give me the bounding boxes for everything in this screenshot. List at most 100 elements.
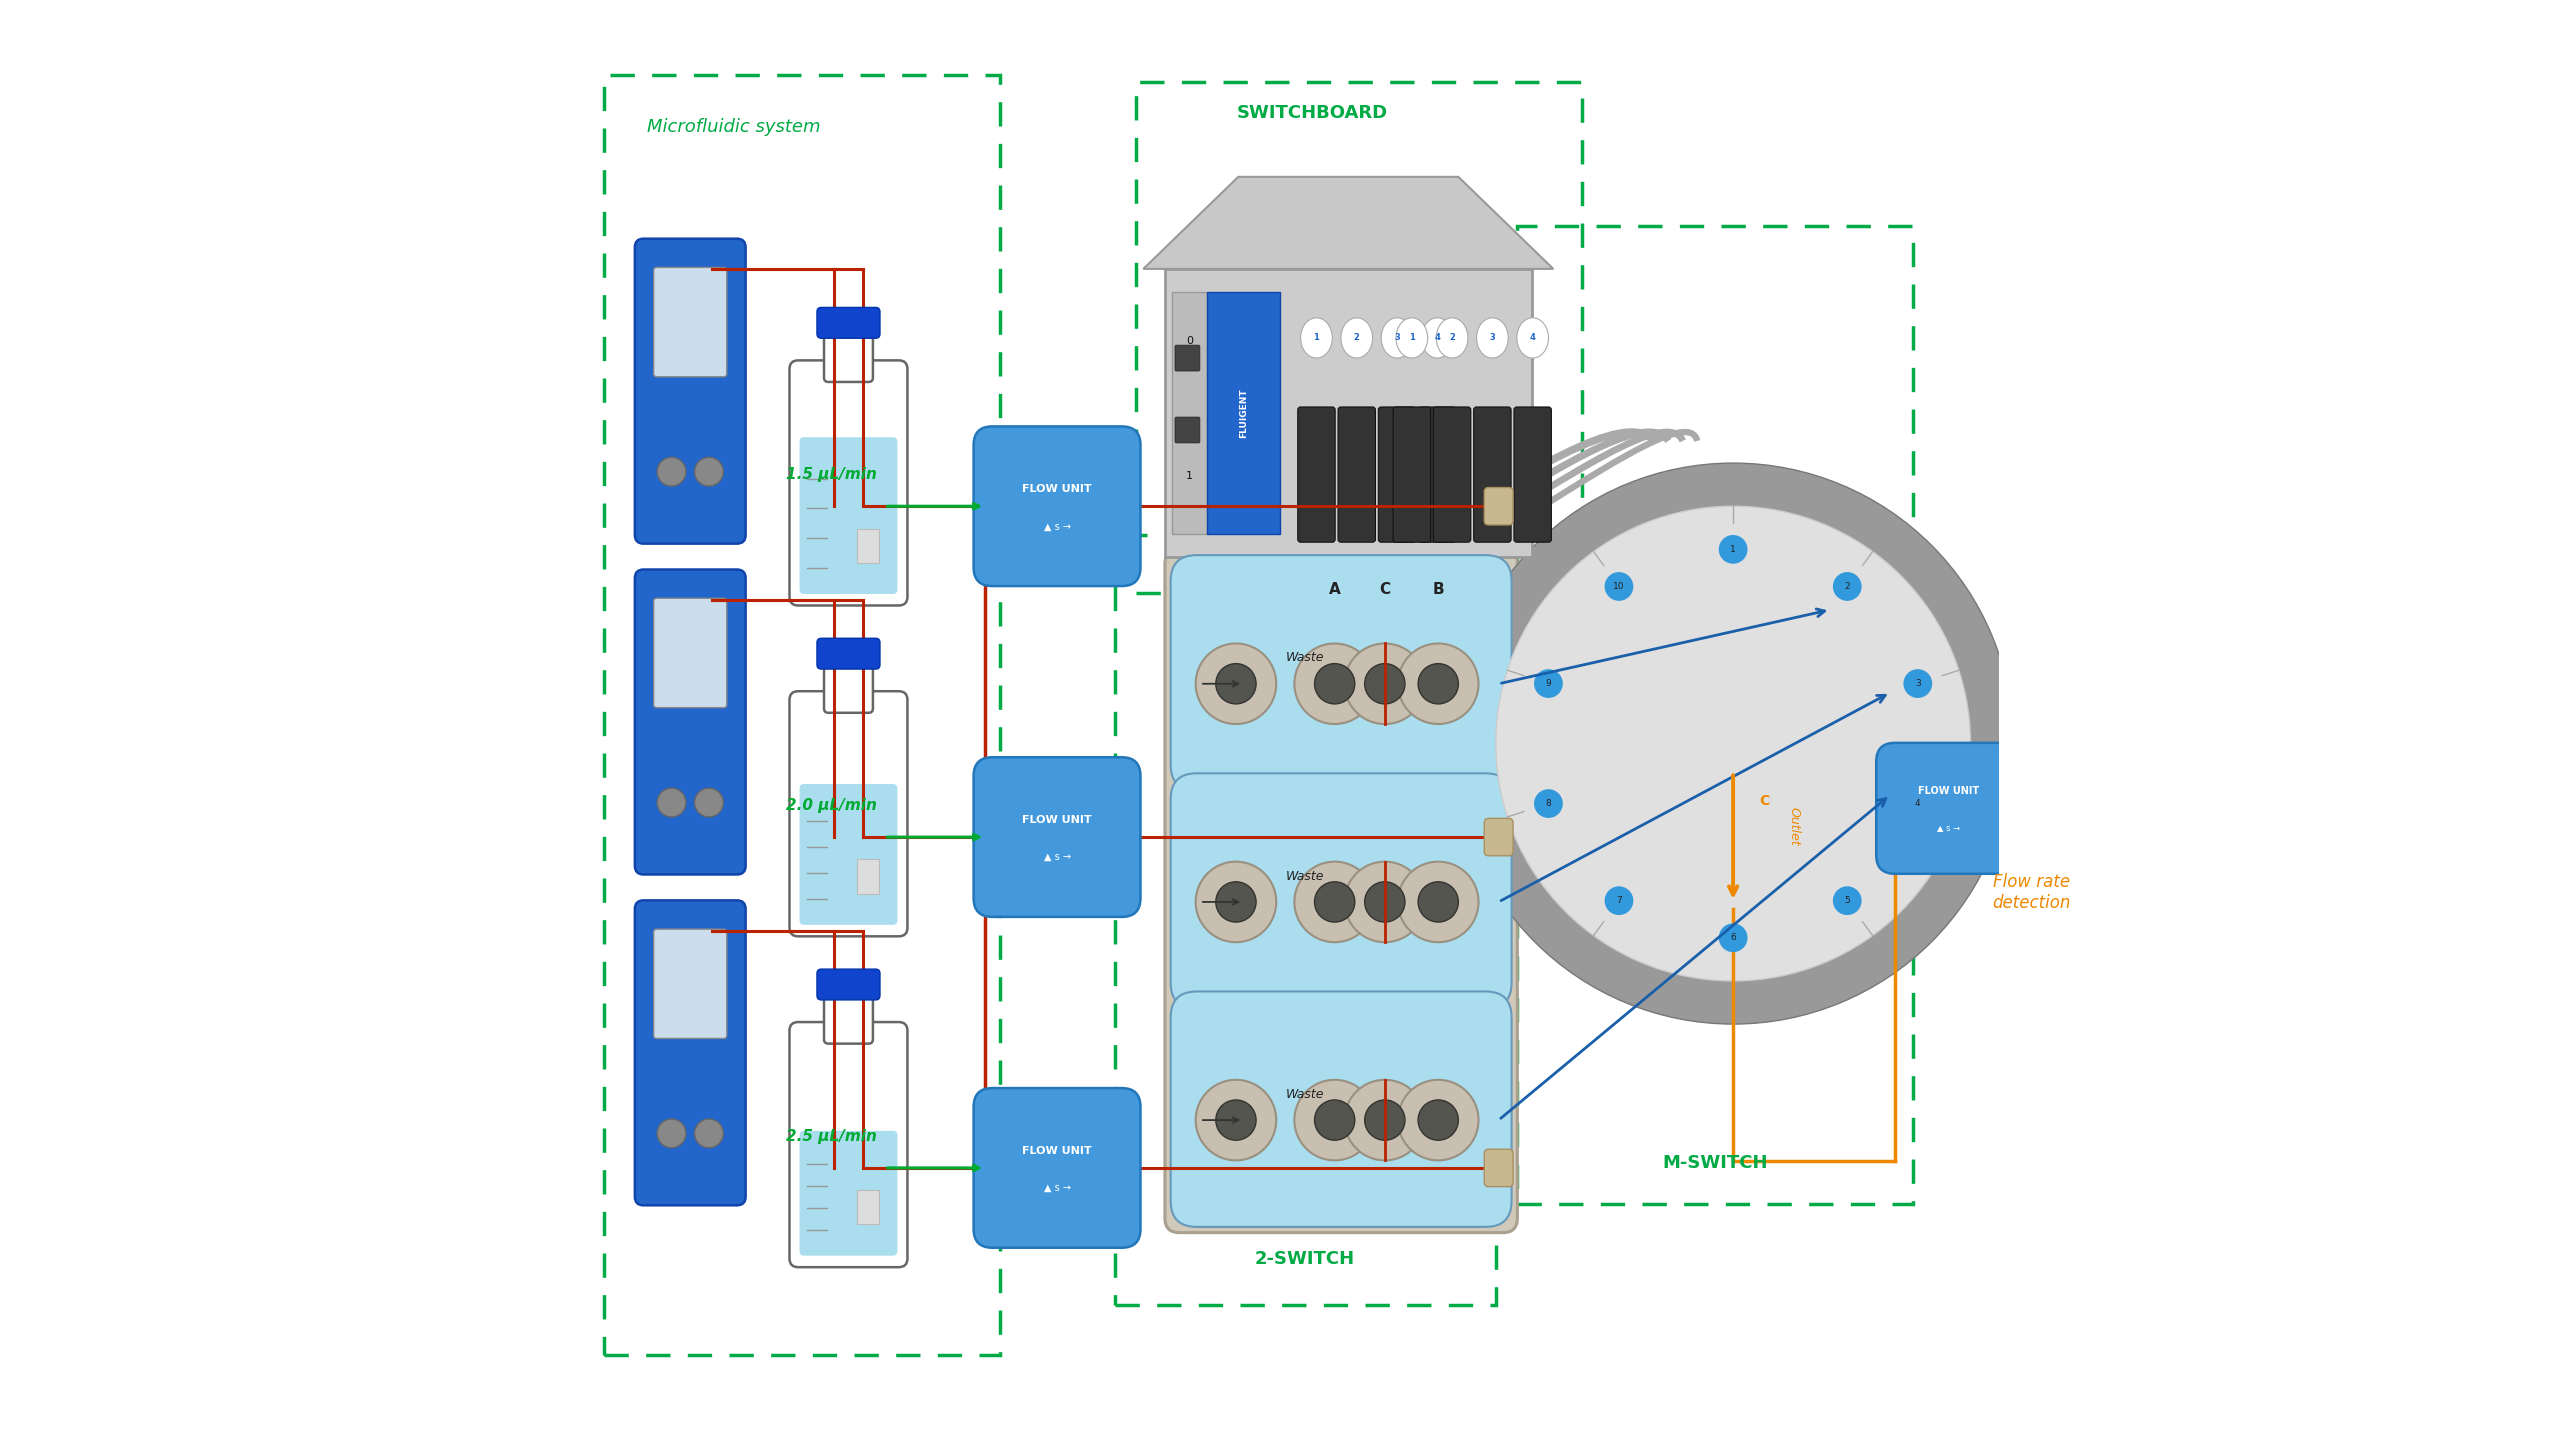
FancyBboxPatch shape	[1208, 292, 1280, 534]
Polygon shape	[1144, 176, 1554, 269]
FancyBboxPatch shape	[858, 859, 878, 894]
Text: FLOW UNIT: FLOW UNIT	[1917, 786, 1979, 796]
Ellipse shape	[1382, 318, 1413, 358]
Circle shape	[1718, 923, 1748, 952]
FancyBboxPatch shape	[788, 1022, 906, 1268]
Circle shape	[658, 458, 686, 487]
Text: B: B	[1434, 582, 1444, 598]
Circle shape	[1533, 790, 1562, 817]
FancyBboxPatch shape	[824, 982, 873, 1044]
Ellipse shape	[1436, 318, 1467, 358]
Circle shape	[1196, 1080, 1277, 1161]
FancyBboxPatch shape	[1165, 549, 1518, 1233]
FancyBboxPatch shape	[635, 901, 745, 1206]
Text: Outlet: Outlet	[1787, 807, 1800, 846]
FancyBboxPatch shape	[1170, 774, 1510, 1009]
FancyBboxPatch shape	[1876, 742, 2022, 874]
Circle shape	[1398, 1080, 1480, 1161]
FancyBboxPatch shape	[824, 650, 873, 713]
FancyBboxPatch shape	[653, 598, 727, 708]
Circle shape	[1495, 507, 1971, 980]
Circle shape	[1718, 536, 1748, 563]
Text: FLOW UNIT: FLOW UNIT	[1021, 484, 1093, 494]
Text: 1: 1	[1731, 544, 1736, 554]
Circle shape	[1216, 1100, 1257, 1141]
Text: ▲ s →: ▲ s →	[1044, 521, 1070, 531]
Circle shape	[1196, 644, 1277, 723]
FancyBboxPatch shape	[858, 529, 878, 563]
Circle shape	[1364, 664, 1405, 703]
Circle shape	[1533, 669, 1562, 697]
Text: 2: 2	[1843, 582, 1851, 591]
Circle shape	[1216, 882, 1257, 923]
Circle shape	[1452, 464, 2015, 1024]
FancyBboxPatch shape	[1175, 417, 1201, 443]
Text: FLUIGENT: FLUIGENT	[1239, 388, 1249, 438]
Text: SWITCHBOARD: SWITCHBOARD	[1236, 104, 1388, 121]
Text: 10: 10	[1613, 582, 1626, 591]
Circle shape	[1295, 644, 1375, 723]
FancyBboxPatch shape	[824, 319, 873, 383]
FancyBboxPatch shape	[788, 361, 906, 605]
Circle shape	[1313, 1100, 1354, 1141]
Text: ▲ s →: ▲ s →	[1044, 852, 1070, 862]
Circle shape	[1295, 1080, 1375, 1161]
Ellipse shape	[1300, 318, 1331, 358]
FancyBboxPatch shape	[1172, 292, 1206, 534]
Circle shape	[1216, 664, 1257, 703]
FancyBboxPatch shape	[1377, 407, 1416, 542]
Text: 1: 1	[1185, 471, 1193, 481]
Circle shape	[1418, 1100, 1459, 1141]
FancyBboxPatch shape	[817, 308, 881, 338]
Circle shape	[1344, 862, 1426, 941]
Circle shape	[1364, 882, 1405, 923]
Text: Waste: Waste	[1285, 1087, 1324, 1100]
FancyBboxPatch shape	[1393, 407, 1431, 542]
Text: 0: 0	[1185, 336, 1193, 345]
Circle shape	[1313, 882, 1354, 923]
Text: 3: 3	[1490, 334, 1495, 342]
FancyBboxPatch shape	[1298, 407, 1336, 542]
FancyBboxPatch shape	[973, 757, 1139, 917]
Circle shape	[1364, 1100, 1405, 1141]
Text: 3: 3	[1915, 679, 1920, 689]
Text: M-SWITCH: M-SWITCH	[1661, 1154, 1769, 1173]
FancyBboxPatch shape	[1485, 488, 1513, 526]
Circle shape	[1418, 664, 1459, 703]
Text: 8: 8	[1546, 799, 1551, 809]
Text: 2: 2	[1449, 334, 1454, 342]
FancyBboxPatch shape	[1165, 269, 1531, 556]
FancyBboxPatch shape	[858, 1190, 878, 1225]
Circle shape	[1833, 572, 1861, 601]
Circle shape	[1605, 572, 1633, 601]
Text: 1: 1	[1313, 334, 1318, 342]
Circle shape	[1833, 887, 1861, 915]
Text: C: C	[1759, 794, 1769, 809]
FancyBboxPatch shape	[1434, 407, 1472, 542]
Circle shape	[694, 1119, 724, 1148]
Circle shape	[1905, 669, 1933, 697]
Text: FLOW UNIT: FLOW UNIT	[1021, 1145, 1093, 1155]
Text: ▲ s →: ▲ s →	[1044, 1183, 1070, 1193]
Text: Flow rate
detection: Flow rate detection	[1992, 874, 2071, 911]
Circle shape	[1196, 862, 1277, 941]
Circle shape	[658, 1119, 686, 1148]
FancyBboxPatch shape	[1485, 1149, 1513, 1187]
Circle shape	[1418, 882, 1459, 923]
Circle shape	[1905, 790, 1933, 817]
FancyBboxPatch shape	[1485, 819, 1513, 856]
Circle shape	[694, 788, 724, 817]
Text: 5: 5	[1843, 897, 1851, 905]
Text: 2.5 μL/min: 2.5 μL/min	[786, 1129, 878, 1144]
Text: Microfluidic system: Microfluidic system	[648, 118, 822, 136]
FancyBboxPatch shape	[799, 438, 899, 593]
FancyBboxPatch shape	[1418, 407, 1457, 542]
FancyBboxPatch shape	[635, 238, 745, 543]
FancyBboxPatch shape	[799, 784, 899, 924]
Text: 6: 6	[1731, 933, 1736, 943]
Circle shape	[1313, 664, 1354, 703]
FancyBboxPatch shape	[799, 1131, 899, 1256]
FancyBboxPatch shape	[973, 426, 1139, 586]
Text: Waste: Waste	[1285, 651, 1324, 664]
Text: 9: 9	[1546, 679, 1551, 689]
